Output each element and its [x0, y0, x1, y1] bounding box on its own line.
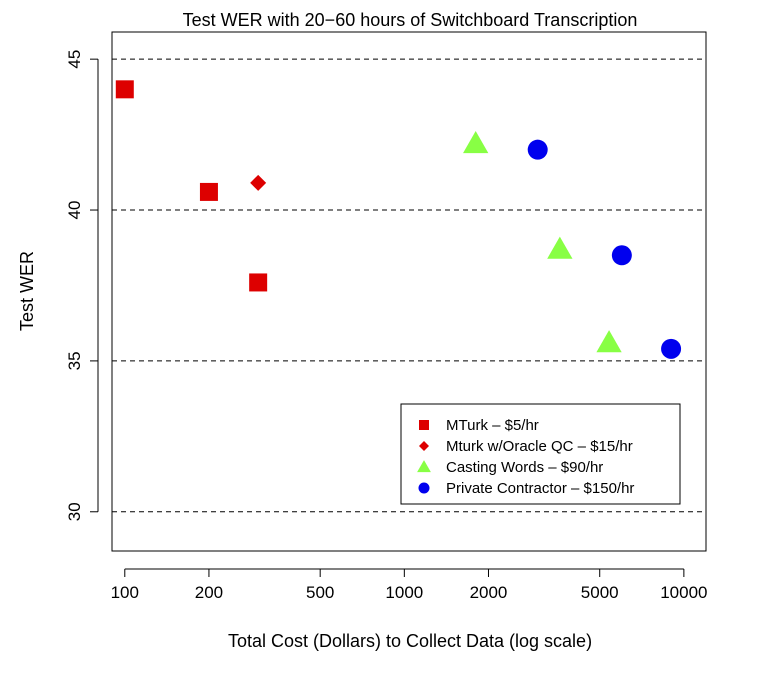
legend-label: MTurk – $5/hr [446, 417, 539, 434]
legend-marker [417, 460, 431, 473]
legend-box [400, 403, 681, 505]
x-tick-label: 2000 [470, 583, 508, 602]
data-point [596, 330, 622, 353]
data-point [249, 273, 268, 292]
legend-marker [419, 441, 429, 451]
data-point [527, 139, 548, 160]
x-tick-label: 10000 [660, 583, 707, 602]
legend-marker [419, 420, 429, 430]
data-point [547, 236, 573, 259]
y-tick-label: 30 [65, 502, 84, 521]
legend-label: Private Contractor – $150/hr [446, 480, 634, 497]
y-tick-label: 45 [65, 50, 84, 69]
data-point [250, 174, 267, 191]
plot-frame [111, 31, 707, 552]
y-axis: 30 35 40 45 [65, 50, 99, 521]
x-axis: 100 200 500 1000 2000 5000 10000 [111, 568, 708, 602]
x-tick-label: 1000 [385, 583, 423, 602]
legend-marker [418, 482, 430, 494]
data-point [199, 182, 218, 201]
data-point [463, 130, 489, 154]
legend: MTurk – $5/hr Mturk w/Oracle QC – $15/hr C… [400, 403, 681, 505]
y-tick-label: 40 [65, 201, 84, 220]
x-tick-label: 100 [111, 583, 139, 602]
x-tick-label: 5000 [581, 583, 619, 602]
legend-label: Mturk w/Oracle QC – $15/hr [446, 438, 633, 455]
x-tick-label: 500 [306, 583, 334, 602]
y-axis-label: Test WER [17, 251, 37, 331]
chart-title: Test WER with 20−60 hours of Switchboard… [183, 10, 638, 30]
y-tick-label: 35 [65, 351, 84, 370]
data-point [661, 338, 682, 359]
legend-label: Casting Words – $90/hr [446, 459, 603, 476]
data-points [115, 80, 682, 359]
x-tick-label: 200 [195, 583, 223, 602]
x-axis-label: Total Cost (Dollars) to Collect Data (lo… [228, 631, 592, 651]
gridlines [112, 58, 706, 513]
data-point [115, 80, 134, 99]
data-point [611, 245, 632, 266]
